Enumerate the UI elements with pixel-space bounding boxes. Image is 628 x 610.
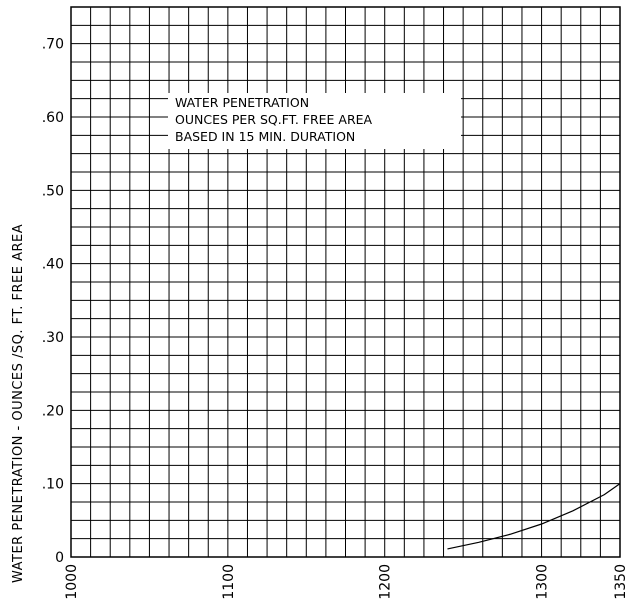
y-tick-label: .40: [42, 257, 64, 273]
y-tick-label: 0: [55, 550, 64, 566]
y-tick-label: .70: [42, 37, 64, 53]
x-tick-label: 1350: [613, 564, 628, 600]
grid-lines: [70, 6, 621, 558]
y-axis-label: WATER PENETRATION - OUNCES /SQ. FT. FREE…: [11, 224, 26, 583]
x-tick-labels: 1000 1100 1200 1300 1350: [64, 564, 628, 600]
x-tick-label: 1200: [378, 564, 394, 600]
y-tick-label: .10: [42, 477, 64, 493]
y-tick-label: .60: [42, 110, 64, 126]
annotation-line-2: OUNCES PER SQ.FT. FREE AREA: [175, 112, 373, 127]
y-tick-labels: 0 .10 .20 .30 .40 .50 .60 .70: [42, 37, 64, 566]
x-tick-label: 1300: [535, 564, 551, 600]
x-tick-label: 1000: [64, 564, 80, 600]
series-line-1: [447, 483, 621, 550]
y-tick-label: .50: [42, 183, 64, 199]
y-tick-label: .20: [42, 403, 64, 419]
series-layer: [447, 483, 621, 550]
x-tick-label: 1100: [221, 564, 237, 600]
annotation-box: WATER PENETRATION OUNCES PER SQ.FT. FREE…: [168, 93, 461, 149]
plot-border: [70, 6, 621, 558]
annotation-background: [168, 93, 461, 149]
annotation-line-1: WATER PENETRATION: [175, 95, 309, 110]
annotation-line-3: BASED IN 15 MIN. DURATION: [175, 129, 355, 144]
plot-frame: [70, 6, 621, 558]
y-tick-label: .30: [42, 330, 64, 346]
